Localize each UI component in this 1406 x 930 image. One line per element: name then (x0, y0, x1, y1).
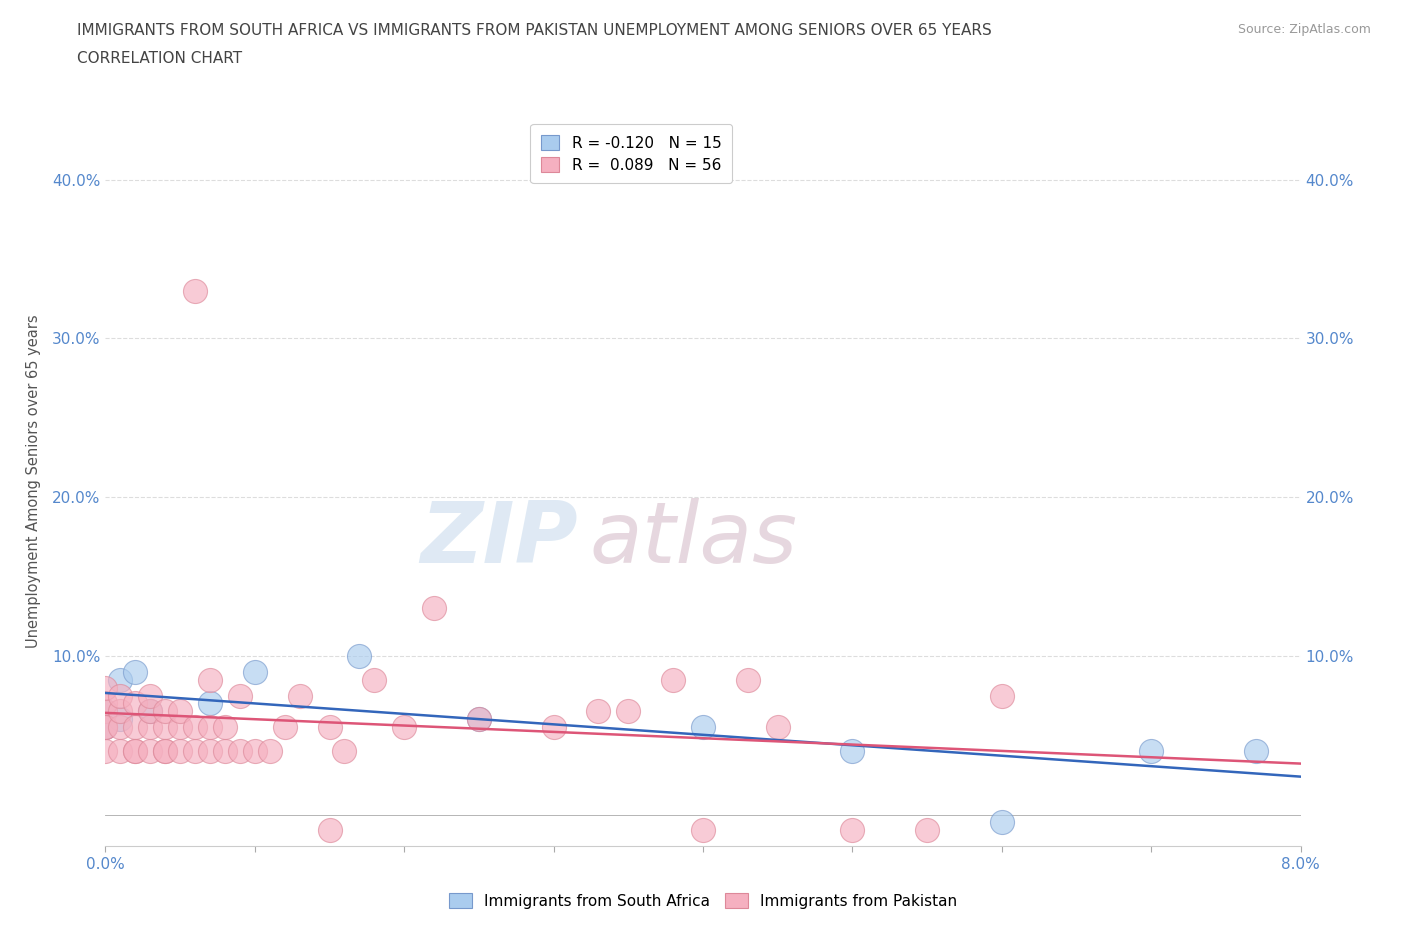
Point (588, 704, 610, 719)
Point (94, 720, 117, 735)
Point (139, 720, 162, 735)
Point (318, 823, 340, 838)
Point (124, 744, 146, 759)
Point (94, 696, 117, 711)
Point (841, 823, 863, 838)
Point (153, 704, 177, 719)
Point (243, 664, 266, 679)
Point (94, 720, 117, 735)
Point (169, 744, 191, 759)
Point (110, 711, 132, 726)
Point (349, 648, 371, 663)
Point (94, 704, 117, 719)
Point (990, 815, 1012, 830)
Point (915, 823, 938, 838)
Point (94, 744, 117, 759)
Point (124, 664, 146, 679)
Point (229, 688, 252, 703)
Text: CORRELATION CHART: CORRELATION CHART (77, 51, 242, 66)
Point (94, 680, 117, 695)
Point (184, 744, 207, 759)
Point (94, 704, 117, 719)
Point (392, 720, 416, 735)
Point (153, 744, 177, 759)
Point (692, 720, 714, 735)
Point (110, 720, 132, 735)
Point (468, 711, 491, 726)
Point (214, 744, 236, 759)
Point (363, 672, 385, 687)
Point (198, 720, 221, 735)
Point (214, 720, 236, 735)
Point (153, 720, 177, 735)
Point (184, 284, 207, 299)
Point (110, 688, 132, 703)
Point (288, 688, 311, 703)
Point (124, 696, 146, 711)
Text: ZIP: ZIP (420, 498, 578, 581)
Point (198, 672, 221, 687)
Point (139, 744, 162, 759)
Point (184, 720, 207, 735)
Point (259, 744, 281, 759)
Point (1244, 744, 1267, 759)
Point (841, 744, 863, 759)
Point (423, 601, 446, 616)
Point (110, 672, 132, 687)
Point (692, 823, 714, 838)
Y-axis label: Unemployment Among Seniors over 65 years: Unemployment Among Seniors over 65 years (25, 314, 41, 648)
Point (1140, 744, 1163, 759)
Legend: Immigrants from South Africa, Immigrants from Pakistan: Immigrants from South Africa, Immigrants… (440, 884, 966, 918)
Point (169, 720, 191, 735)
Text: atlas: atlas (589, 498, 797, 581)
Legend: R = -0.120   N = 15, R =  0.089   N = 56: R = -0.120 N = 15, R = 0.089 N = 56 (530, 124, 733, 183)
Point (198, 696, 221, 711)
Point (139, 704, 162, 719)
Point (139, 688, 162, 703)
Point (318, 720, 340, 735)
Point (543, 720, 565, 735)
Point (333, 744, 356, 759)
Point (124, 720, 146, 735)
Point (139, 704, 162, 719)
Point (662, 672, 685, 687)
Point (110, 704, 132, 719)
Point (990, 688, 1012, 703)
Point (243, 744, 266, 759)
Point (468, 711, 491, 726)
Text: Source: ZipAtlas.com: Source: ZipAtlas.com (1237, 23, 1371, 36)
Point (153, 744, 177, 759)
Point (110, 744, 132, 759)
Point (617, 704, 640, 719)
Point (229, 744, 252, 759)
Point (198, 744, 221, 759)
Point (766, 720, 789, 735)
Point (94, 720, 117, 735)
Point (273, 720, 295, 735)
Text: IMMIGRANTS FROM SOUTH AFRICA VS IMMIGRANTS FROM PAKISTAN UNEMPLOYMENT AMONG SENI: IMMIGRANTS FROM SOUTH AFRICA VS IMMIGRAN… (77, 23, 993, 38)
Point (169, 704, 191, 719)
Point (737, 672, 759, 687)
Point (124, 744, 146, 759)
